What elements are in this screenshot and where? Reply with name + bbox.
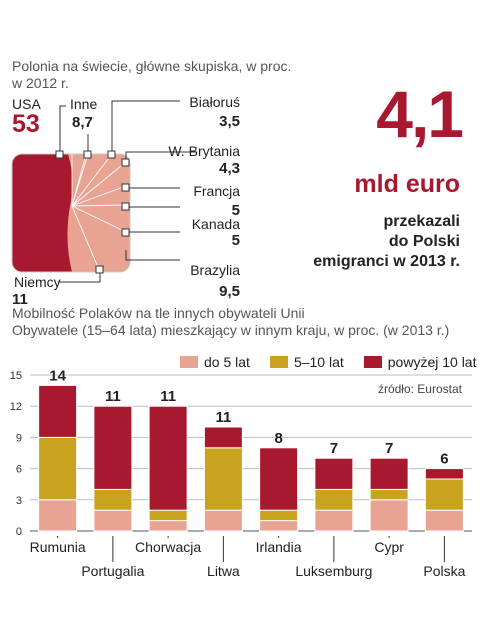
value-kanada: 5 xyxy=(231,232,240,249)
label-niemcy: Niemcy xyxy=(14,274,61,290)
bar-polska-seg-2 xyxy=(424,468,464,480)
stat-number: 4,1 xyxy=(376,77,464,151)
slice-usa xyxy=(12,154,73,272)
category-label-rumunia: Rumunia xyxy=(30,539,86,555)
bar-cypr-seg-0 xyxy=(369,499,409,532)
bar-chorwacja-seg-2 xyxy=(148,405,188,511)
label-bialorus: Białoruś xyxy=(189,94,240,110)
slice-lines xyxy=(71,154,127,272)
legend-item-do-5-lat: do 5 lat xyxy=(180,354,250,370)
mobility-bar-chart: 0 3 6 9 12 15 14 Rumunia 11 Portugalia 11 Chorwacja… xyxy=(10,367,472,579)
bar-portugalia-seg-0 xyxy=(93,509,133,532)
y-tick-label-3: 3 xyxy=(16,495,22,507)
legend-item-5-10-lat: 5–10 lat xyxy=(269,354,344,370)
bar-cypr-seg-1 xyxy=(369,488,409,501)
value-bialorus: 3,5 xyxy=(219,113,240,130)
bar-rumunia-seg-1 xyxy=(38,436,78,501)
label-inne: Inne xyxy=(70,96,98,112)
category-label-litwa: Litwa xyxy=(207,563,240,579)
stat-line-2: do Polski xyxy=(388,233,460,250)
bar-portugalia-seg-1 xyxy=(93,488,133,511)
connector-markers xyxy=(55,150,130,274)
bar-portugalia-seg-2 xyxy=(93,405,133,490)
bar-litwa-seg-0 xyxy=(203,509,243,532)
pie-subtitle-1: Polonia na świecie, główne skupiska, w p… xyxy=(12,58,292,74)
category-label-cypr: Cypr xyxy=(374,539,404,555)
y-tick-label-0: 0 xyxy=(16,526,22,538)
legend-swatch-powyzej-10-lat xyxy=(363,356,382,368)
bar-luksemburg-seg-0 xyxy=(314,509,354,532)
bar-total-irlandia: 8 xyxy=(274,430,282,447)
bar-subtitle: Obywatele (15–64 lata) mieszkający w inn… xyxy=(12,322,450,338)
bar-luksemburg-seg-1 xyxy=(314,488,354,511)
value-usa: 53 xyxy=(12,110,40,138)
stat-line-3: emigranci w 2013 r. xyxy=(313,253,460,270)
bar-total-polska: 6 xyxy=(440,451,448,468)
stat-line-1: przekazali xyxy=(383,213,460,230)
bar-cypr-seg-2 xyxy=(369,457,409,490)
y-tick-label-15: 15 xyxy=(10,370,22,382)
bar-polska-seg-1 xyxy=(424,478,464,511)
bar-total-luksemburg: 7 xyxy=(330,440,338,457)
value-francja: 5 xyxy=(231,202,240,219)
legend-item-powyzej-10-lat: powyżej 10 lat xyxy=(363,354,477,370)
label-brazylia: Brazylia xyxy=(190,262,240,278)
bar-litwa-seg-1 xyxy=(203,447,243,511)
legend-label-5-10-lat: 5–10 lat xyxy=(293,354,344,370)
bar-luksemburg-seg-2 xyxy=(314,457,354,490)
bar-polska-seg-0 xyxy=(424,509,464,532)
slice-inne xyxy=(71,154,87,207)
bar-chorwacja-seg-0 xyxy=(148,520,188,532)
stat-unit: mld euro xyxy=(354,170,460,198)
y-tick-label-12: 12 xyxy=(10,401,22,413)
bar-rumunia-seg-2 xyxy=(38,384,78,438)
category-label-irlandia: Irlandia xyxy=(256,539,302,555)
value-niemcy: 11 xyxy=(12,291,28,308)
bar-total-chorwacja: 11 xyxy=(160,388,176,405)
bar-total-cypr: 7 xyxy=(385,440,393,457)
legend: do 5 lat 5–10 lat powyżej 10 lat xyxy=(180,354,476,370)
bar-irlandia-seg-1 xyxy=(259,509,299,522)
bar-total-portugalia: 11 xyxy=(105,388,121,405)
legend-label-do-5-lat: do 5 lat xyxy=(204,354,250,370)
bar-title: Mobilność Polaków na tle innych obywatel… xyxy=(12,305,305,321)
value-inne: 8,7 xyxy=(72,114,93,131)
label-usa: USA xyxy=(12,96,41,112)
legend-swatch-5-10-lat xyxy=(269,356,288,368)
category-label-polska: Polska xyxy=(423,563,465,579)
bar-irlandia-seg-2 xyxy=(259,447,299,511)
value-w-brytania: 4,3 xyxy=(219,160,240,177)
bar-litwa-seg-2 xyxy=(203,426,243,449)
category-label-chorwacja: Chorwacja xyxy=(135,539,201,555)
label-francja: Francja xyxy=(193,183,240,199)
bar-rumunia-seg-0 xyxy=(38,499,78,532)
y-tick-label-6: 6 xyxy=(16,464,22,476)
bar-chorwacja-seg-1 xyxy=(148,509,188,522)
bar-total-rumunia: 14 xyxy=(49,367,66,384)
stat-text: przekazali do Polski emigranci w 2013 r. xyxy=(313,212,460,272)
legend-label-powyzej-10-lat: powyżej 10 lat xyxy=(387,354,477,370)
bar-total-litwa: 11 xyxy=(215,409,231,426)
pie-subtitle-2: w 2012 r. xyxy=(12,75,69,91)
category-label-portugalia: Portugalia xyxy=(81,563,144,579)
label-kanada: Kanada xyxy=(191,216,240,232)
source-note: źródło: Eurostat xyxy=(377,382,462,396)
value-brazylia: 9,5 xyxy=(219,283,240,300)
polonia-diagram xyxy=(11,100,196,283)
y-tick-label-9: 9 xyxy=(16,432,22,444)
legend-swatch-do-5-lat xyxy=(180,356,198,368)
category-label-luksemburg: Luksemburg xyxy=(295,563,372,579)
label-w-brytania: W. Brytania xyxy=(168,143,240,159)
bar-irlandia-seg-0 xyxy=(259,520,299,532)
